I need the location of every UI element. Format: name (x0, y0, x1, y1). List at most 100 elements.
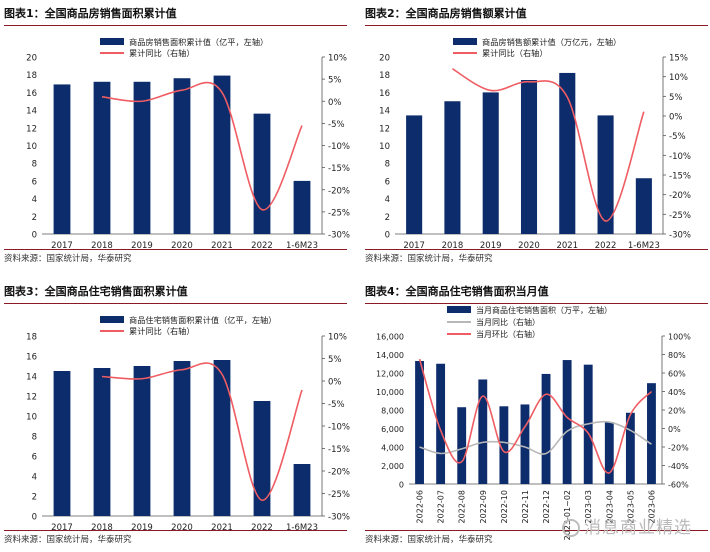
right-tick-label: -60% (668, 481, 689, 490)
series-line (418, 358, 653, 474)
x-tick-label: 2018 (442, 241, 464, 251)
x-tick-label: 2022-11 (521, 490, 530, 523)
left-tick-label: 18 (26, 71, 37, 81)
chart-plot: 0 2,000 4,000 6,000 8,000 10,000 12,000 14,000 1… (376, 305, 691, 540)
x-tick-label: 2020 (171, 523, 193, 533)
bar (53, 371, 71, 516)
x-tick-label: 2023-06 (647, 490, 656, 523)
left-tick-label: 14 (26, 107, 37, 117)
left-tick-label: 2 (385, 213, 390, 223)
bar (173, 361, 191, 516)
legend-label: 当月同比（右轴） (476, 317, 540, 327)
bar (541, 373, 551, 484)
bar (133, 81, 151, 234)
bar (625, 412, 635, 484)
legend-label: 累计同比（右轴） (482, 48, 548, 58)
x-tick-label: 2022 (251, 241, 273, 251)
title-rule (4, 25, 347, 26)
left-tick-label: 6,000 (381, 425, 404, 434)
bar (253, 113, 271, 234)
x-tick-label: 2021 (211, 523, 233, 533)
left-tick-label: 10,000 (376, 388, 404, 397)
x-tick-label: 2017 (403, 241, 425, 251)
right-tick-label: 10% (328, 333, 347, 343)
bar (406, 115, 423, 234)
bar (457, 407, 467, 484)
right-tick-label: 60% (668, 370, 686, 379)
left-tick-label: 8 (385, 160, 390, 170)
right-tick-label: 10% (669, 73, 688, 83)
left-tick-label: 2 (32, 213, 37, 223)
chart-plot: 0 2 4 6 8 10 12 14 16 18 -30% -25% -20% -15% -10% -5% 0%… (26, 315, 350, 533)
left-tick-label: 6 (32, 177, 37, 187)
x-tick-label: 2019 (131, 241, 153, 251)
bar (635, 178, 652, 234)
right-tick-label: 20% (668, 407, 686, 416)
legend-label: 商品房销售额累计值（万亿元，左轴） (482, 37, 621, 47)
legend-bar-swatch (447, 306, 471, 313)
legend-bar-swatch (100, 316, 124, 323)
bar (559, 72, 576, 235)
watermark-text: 消息商业精选 (584, 518, 692, 538)
right-tick-label: 100% (668, 333, 691, 342)
left-tick-label: 16 (379, 89, 390, 99)
right-tick-label: -20% (669, 191, 691, 201)
bar (604, 422, 614, 484)
legend-label: 商品住宅销售面积累计值（亿平，左轴） (129, 315, 276, 325)
right-tick-label: 0% (328, 98, 342, 108)
bar (482, 92, 499, 235)
left-tick-label: 12,000 (376, 370, 404, 379)
left-tick-label: 14 (26, 373, 37, 383)
title-rule (365, 303, 708, 304)
chart-panel-4: 图表4：全国商品住宅销售面积当月值 0 2,000 4,000 6,000 8,000 1… (365, 282, 708, 550)
right-tick-label: -10% (328, 142, 350, 152)
bar (293, 180, 311, 234)
x-tick-label: 1-6M23 (286, 523, 318, 533)
left-tick-label: 14,000 (376, 351, 404, 360)
right-tick-label: -30% (328, 231, 350, 241)
legend-label: 当月环比（右轴） (476, 329, 540, 339)
left-tick-label: 4 (32, 473, 37, 483)
right-tick-label: -10% (669, 152, 691, 162)
bar (520, 80, 538, 234)
chart-title: 图表2：全国商品房销售额累计值 (365, 7, 527, 20)
bar (562, 360, 572, 484)
left-tick-label: 6 (32, 453, 37, 463)
chart-title: 图表1：全国商品房销售面积累计值 (4, 7, 177, 20)
bar (253, 401, 271, 516)
right-tick-label: -15% (669, 172, 691, 182)
left-tick-label: 18 (26, 333, 37, 343)
x-tick-label: 2022-06 (416, 490, 425, 523)
left-tick-label: 10 (26, 142, 37, 152)
right-tick-label: -20% (328, 468, 350, 478)
left-tick-label: 16 (26, 89, 37, 99)
left-tick-label: 8,000 (381, 407, 404, 416)
source-rule (4, 249, 347, 250)
left-tick-label: 6 (385, 177, 390, 187)
left-tick-label: 16 (26, 353, 37, 363)
legend-label: 商品房销售面积累计值（亿平，左轴） (129, 37, 268, 47)
x-tick-label: 2021 (556, 241, 578, 251)
left-tick-label: 16,000 (376, 333, 404, 342)
legend-label: 累计同比（右轴） (129, 326, 195, 336)
right-tick-label: 0% (668, 425, 681, 434)
right-tick-label: -15% (328, 445, 350, 455)
legend-label: 当月商品住宅销售面积（万平，左轴） (476, 305, 612, 315)
x-tick-label: 2022-08 (458, 490, 467, 523)
left-tick-label: 0 (385, 231, 390, 241)
x-tick-label: 2018 (91, 523, 113, 533)
x-tick-label: 2022 (595, 241, 617, 251)
bar (436, 363, 446, 484)
right-tick-label: 0% (328, 378, 342, 388)
x-tick-label: 1-6M23 (628, 241, 660, 251)
bar (520, 404, 530, 484)
watermark-logo-icon (562, 519, 580, 537)
legend-bar-swatch (100, 38, 124, 45)
right-tick-label: -10% (328, 423, 350, 433)
left-tick-label: 20 (26, 54, 37, 64)
right-tick-label: -30% (328, 513, 350, 523)
left-tick-label: 2,000 (381, 462, 404, 471)
bar (597, 115, 614, 234)
x-tick-label: 2023-04 (605, 490, 614, 523)
x-tick-label: 2020 (171, 241, 193, 251)
